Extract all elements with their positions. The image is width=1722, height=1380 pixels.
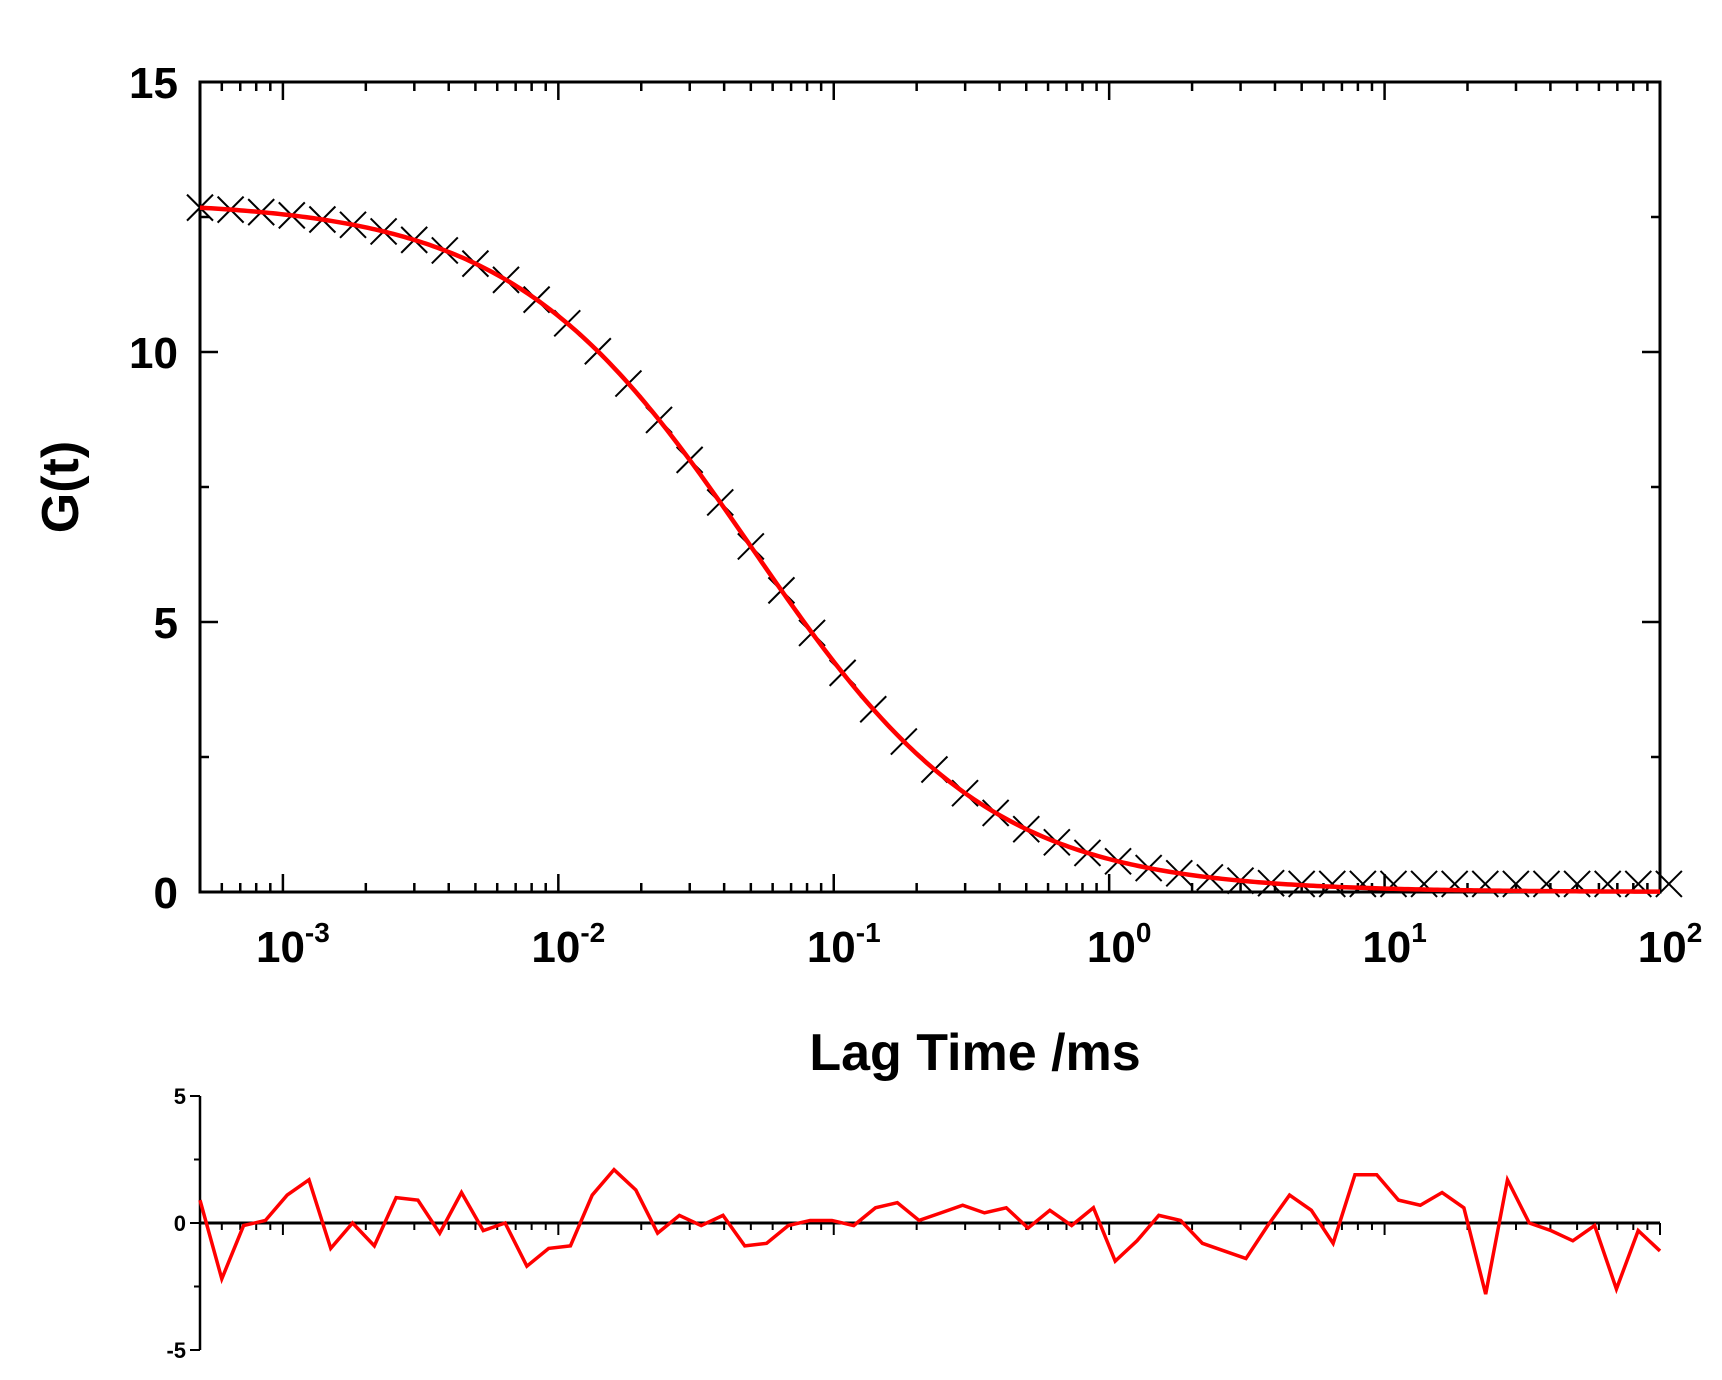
residual-plot-panel: 5 0 -5 xyxy=(166,1084,1662,1363)
residual-y-tick-label: 0 xyxy=(174,1211,186,1236)
x-tick-label: 10-2 xyxy=(531,917,605,972)
main-tick-labels: 10-3 10-2 10-1 100 101 102 0 5 10 15 xyxy=(129,59,1702,972)
main-plot-panel: 10-3 10-2 10-1 100 101 102 0 5 10 15 Lag Time /ms… xyxy=(32,59,1702,1082)
main-axis-ticks xyxy=(198,80,1662,894)
residual-line xyxy=(198,1167,1662,1295)
y-axis-title: G(t) xyxy=(32,441,90,533)
x-tick-label: 10-3 xyxy=(256,917,330,972)
y-tick-label: 15 xyxy=(129,59,178,108)
residual-axes xyxy=(190,1095,1661,1351)
data-point-marker xyxy=(1379,870,1408,898)
residual-y-tick-label: 5 xyxy=(174,1084,186,1109)
x-axis-title: Lag Time /ms xyxy=(809,1024,1140,1082)
data-point-marker xyxy=(1410,870,1438,898)
data-point-marker xyxy=(1349,870,1377,898)
main-plot-frame xyxy=(198,80,1662,894)
residual-tick-labels: 5 0 -5 xyxy=(166,1084,186,1363)
x-tick-label: 101 xyxy=(1362,917,1427,972)
data-markers xyxy=(186,193,1683,898)
y-tick-label: 5 xyxy=(154,599,178,648)
residual-y-tick-label: -5 xyxy=(166,1338,186,1363)
data-point-marker xyxy=(1655,870,1683,898)
y-tick-label: 10 xyxy=(129,329,178,378)
x-tick-label: 100 xyxy=(1087,917,1152,972)
data-point-marker xyxy=(1440,870,1469,898)
fit-curve xyxy=(199,205,1661,894)
data-point-marker xyxy=(1318,870,1346,898)
x-tick-label: 102 xyxy=(1638,917,1703,972)
x-tick-label: 10-1 xyxy=(807,917,881,972)
y-tick-label: 0 xyxy=(154,869,178,918)
